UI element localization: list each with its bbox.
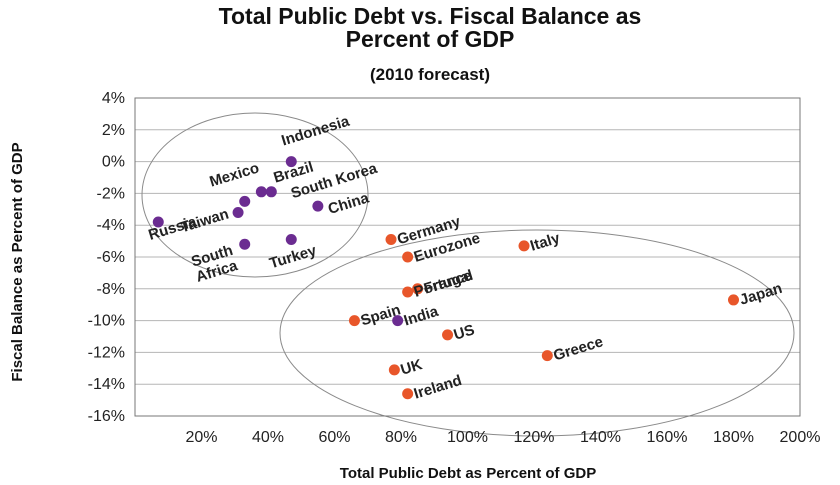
data-point xyxy=(728,294,739,306)
chart-title-line-2: Percent of GDP xyxy=(346,26,515,52)
chart-title-line-1: Total Public Debt vs. Fiscal Balance as xyxy=(219,3,642,29)
point-label: UK xyxy=(399,356,425,379)
data-point xyxy=(285,234,297,246)
y-tick-label: -14% xyxy=(88,376,125,393)
data-point xyxy=(402,251,414,263)
emerging-cluster-outline xyxy=(141,112,369,278)
data-point xyxy=(518,240,530,252)
developed-cluster-outline xyxy=(279,229,795,437)
point-label: India xyxy=(402,303,441,330)
point-label: Turkey xyxy=(267,242,319,273)
y-axis-ticks: 4% 2% 0% -2% -4% -6% -8% -10% -12% -14% -16% xyxy=(88,90,125,425)
cluster-outlines xyxy=(141,112,795,437)
point-label: Japan xyxy=(738,280,784,309)
gridlines xyxy=(135,97,800,417)
x-tick-label: 140% xyxy=(580,429,621,446)
data-point xyxy=(152,216,164,228)
data-point xyxy=(541,350,553,362)
y-tick-label: 0% xyxy=(102,154,125,171)
plot-area-frame xyxy=(134,97,801,417)
x-tick-label: 120% xyxy=(514,429,555,446)
x-tick-label: 100% xyxy=(447,429,488,446)
data-point xyxy=(402,286,414,298)
x-tick-label: 200% xyxy=(780,429,821,446)
y-tick-label: -12% xyxy=(88,344,125,361)
data-point xyxy=(255,186,267,198)
y-axis-title: Fiscal Balance as Percent of GDP xyxy=(9,142,26,381)
y-tick-label: -8% xyxy=(97,281,125,298)
data-point xyxy=(285,156,297,168)
point-label: Taiwan xyxy=(178,206,231,237)
y-tick-label: -2% xyxy=(97,185,125,202)
point-label: France xyxy=(422,267,474,298)
y-tick-label: -6% xyxy=(97,249,125,266)
y-tick-label: 2% xyxy=(102,122,125,139)
data-point xyxy=(232,206,244,218)
data-point xyxy=(412,283,424,295)
x-tick-label: 20% xyxy=(185,429,217,446)
x-tick-label: 180% xyxy=(713,429,754,446)
svg-text:SouthAfrica: SouthAfrica xyxy=(189,242,240,286)
point-label: Indonesia xyxy=(279,113,352,150)
data-point xyxy=(239,238,251,250)
y-tick-label: -4% xyxy=(97,217,125,234)
y-tick-label: -16% xyxy=(88,408,125,425)
y-tick-label: 4% xyxy=(102,90,125,107)
x-axis-ticks: 20% 40% 60% 80% 100% 120% 140% 160% 180% 200% xyxy=(185,429,820,446)
point-label: Mexico xyxy=(208,160,262,191)
data-point xyxy=(442,329,454,341)
point-label: Greece xyxy=(551,333,605,364)
data-point xyxy=(392,315,404,327)
chart-subtitle: (2010 forecast) xyxy=(370,65,490,84)
x-axis-title: Total Public Debt as Percent of GDP xyxy=(340,465,596,482)
point-label: US xyxy=(452,321,477,343)
data-point xyxy=(312,200,324,212)
data-point xyxy=(239,195,251,207)
x-tick-label: 60% xyxy=(318,429,350,446)
data-point xyxy=(402,388,414,400)
point-label: Ireland xyxy=(412,372,464,403)
point-label: Italy xyxy=(528,229,562,254)
data-point xyxy=(388,364,400,376)
data-point xyxy=(265,186,277,198)
x-tick-label: 80% xyxy=(385,429,417,446)
data-point xyxy=(385,234,397,246)
data-points xyxy=(152,156,739,400)
x-tick-label: 40% xyxy=(252,429,284,446)
x-tick-label: 160% xyxy=(647,429,688,446)
data-point xyxy=(348,315,360,327)
y-tick-label: -10% xyxy=(88,313,125,330)
point-label: SouthAfrica xyxy=(189,242,240,286)
